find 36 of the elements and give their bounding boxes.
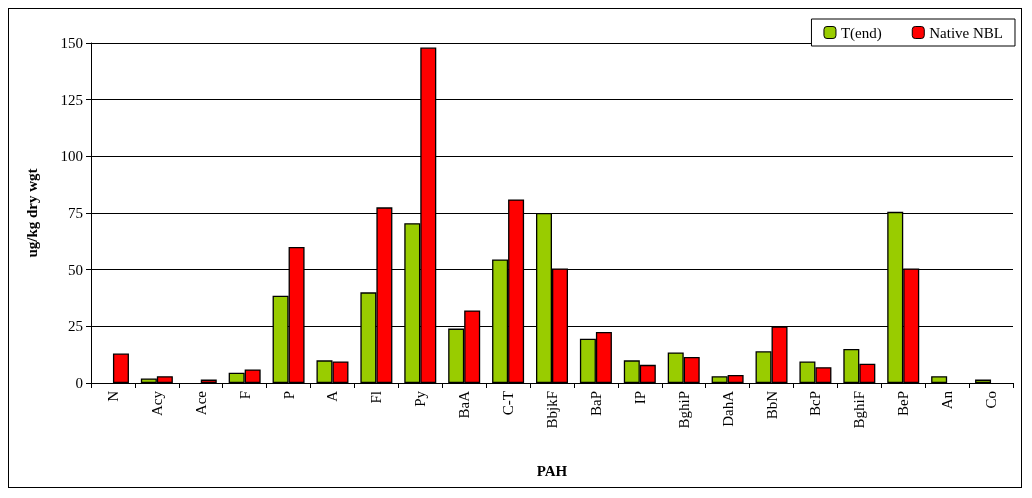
x-tick-label: IP — [631, 391, 648, 405]
x-tick-label: Py — [412, 390, 429, 407]
y-tick-label: 0 — [75, 375, 83, 391]
bar — [931, 376, 948, 383]
x-tick-label: Acy — [148, 390, 165, 416]
x-tick-label: C-T — [500, 391, 517, 416]
x-tick-label: Fl — [368, 391, 385, 404]
x-tick-label: BcP — [807, 391, 824, 417]
y-tick-label: 75 — [68, 205, 83, 221]
bar — [975, 379, 992, 383]
legend-label: T(end) — [840, 24, 882, 42]
x-tick-label: F — [236, 391, 253, 400]
x-tick-label: BbN — [763, 390, 780, 420]
x-tick-label: Ace — [192, 390, 209, 416]
y-tick-label: 150 — [60, 35, 83, 51]
y-tick-label: 25 — [68, 318, 83, 335]
y-tick-label: 50 — [68, 261, 83, 278]
x-tick-label: DahA — [719, 390, 736, 427]
x-tick-label: N — [104, 390, 121, 402]
bar — [112, 353, 129, 383]
x-tick-label: Co — [983, 391, 1000, 409]
y-axis-title: ug/kg dry wgt — [23, 168, 40, 258]
x-tick-label: BbjkF — [544, 391, 560, 429]
x-tick-label: BghiP — [675, 391, 692, 429]
x-tick-label: BaP — [587, 391, 604, 417]
bar — [200, 379, 217, 383]
legend-label: Native NBL — [929, 24, 1003, 41]
x-tick-label: P — [280, 391, 297, 400]
x-tick-label: An — [939, 390, 956, 410]
x-tick-label: BeP — [895, 391, 912, 417]
x-axis-title: PAH — [536, 462, 568, 479]
x-tick-label: BghiF — [851, 391, 868, 429]
x-tick-label: BaA — [456, 390, 473, 419]
x-tick-label: A — [324, 390, 341, 402]
y-tick-label: 100 — [60, 148, 83, 165]
y-tick-label: 125 — [60, 91, 83, 108]
